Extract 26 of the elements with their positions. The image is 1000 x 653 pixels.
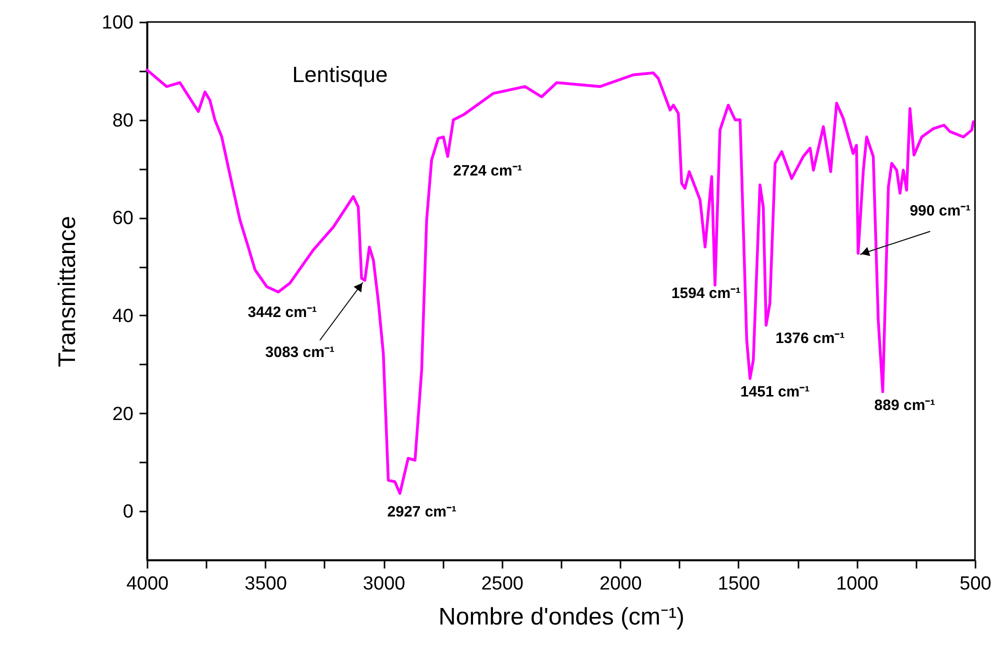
annotation: 1594 cm⁻¹ bbox=[671, 285, 741, 302]
annotation: 3442 cm⁻¹ bbox=[248, 304, 317, 321]
x-tick-label: 2500 bbox=[481, 574, 524, 594]
y-tick-label: 40 bbox=[112, 306, 134, 327]
annotation: 1451 cm⁻¹ bbox=[740, 384, 810, 401]
x-tick-label: 1000 bbox=[836, 574, 878, 594]
annotation: 990 cm⁻¹ bbox=[910, 202, 971, 220]
annotation: 889 cm⁻¹ bbox=[874, 396, 936, 414]
x-tick-label: 500 bbox=[960, 574, 992, 594]
x-tick-label: 4000 bbox=[126, 574, 169, 594]
x-tick-label: 2000 bbox=[600, 574, 642, 594]
x-axis-title: Nombre d'ondes (cm⁻¹) bbox=[438, 604, 684, 630]
annotation: 2927 cm⁻¹ bbox=[387, 503, 457, 520]
x-tick-label: 1500 bbox=[718, 574, 760, 594]
y-tick-label: 80 bbox=[112, 110, 134, 132]
y-axis-title: Transmittance bbox=[54, 216, 81, 368]
y-tick-label: 0 bbox=[122, 502, 134, 523]
x-tick-label: 3500 bbox=[244, 574, 287, 594]
y-tick-label: 100 bbox=[102, 12, 134, 34]
annotation: 3083 cm⁻¹ bbox=[265, 344, 334, 362]
y-tick-label: 60 bbox=[112, 208, 134, 230]
x-tick-label: 3000 bbox=[362, 574, 406, 594]
y-tick-label: 20 bbox=[112, 404, 134, 425]
annotation: Lentisque bbox=[292, 62, 388, 87]
annotation: 1376 cm⁻¹ bbox=[776, 330, 845, 348]
annotation: 2724 cm⁻¹ bbox=[453, 162, 522, 180]
